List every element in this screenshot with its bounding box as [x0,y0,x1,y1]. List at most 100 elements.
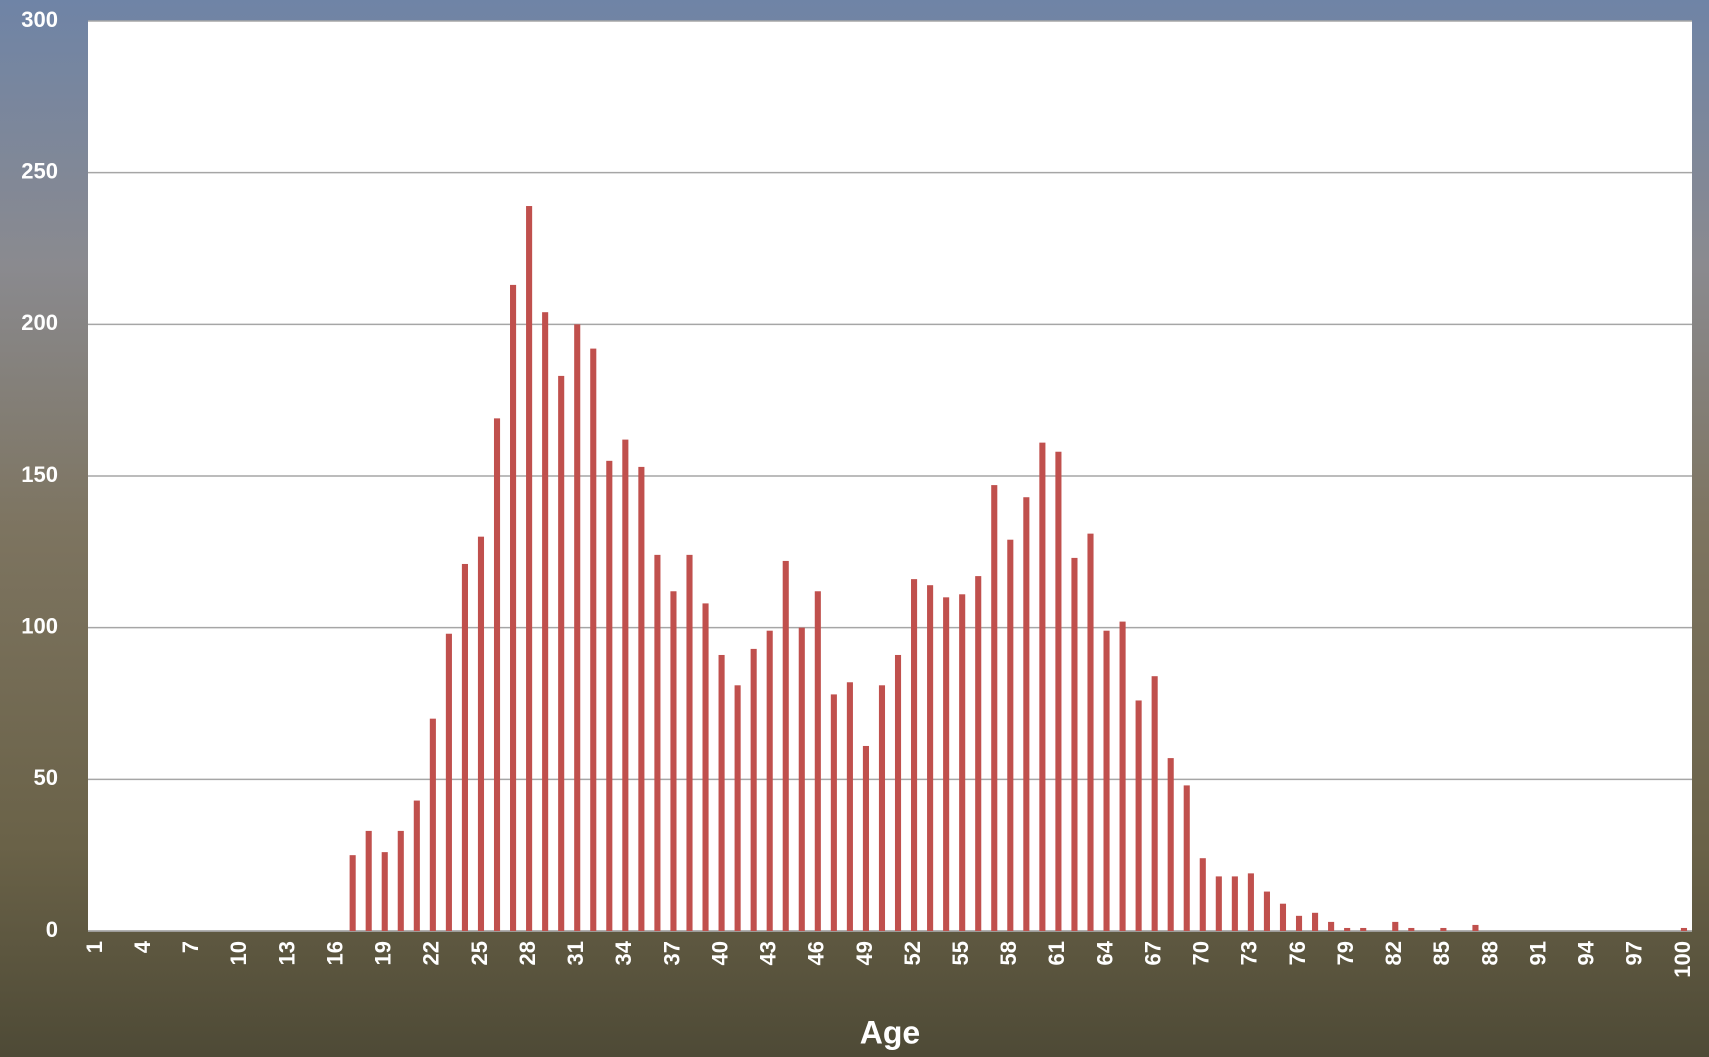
bar [798,627,805,931]
bar [1055,451,1062,931]
x-tick-label: 37 [659,941,684,965]
bar [1231,876,1238,931]
x-tick-label: 25 [467,941,492,965]
bar [606,460,613,931]
bar [429,718,436,931]
bar [1360,927,1367,931]
x-tick-label: 40 [707,941,732,965]
x-tick-label: 22 [419,941,444,965]
bar [1119,621,1126,931]
bar [1312,912,1319,931]
bar [1472,924,1479,931]
bar [461,563,468,931]
bar [927,585,934,931]
x-tick-label: 79 [1333,941,1358,965]
x-tick-label: 52 [900,941,925,965]
bar [1167,758,1174,931]
bar [1440,927,1447,931]
x-tick-label: 67 [1140,941,1165,965]
bar [1007,539,1014,931]
bar [894,654,902,931]
bar [991,485,998,931]
y-tick-label: 50 [34,765,58,790]
x-tick-label: 10 [226,941,251,965]
bar [911,579,918,931]
x-tick-label: 16 [322,941,347,965]
x-tick-label: 70 [1189,941,1214,965]
x-tick-label: 64 [1092,940,1117,965]
x-tick-label: 31 [563,941,588,965]
x-tick-label: 91 [1525,941,1550,965]
y-tick-label: 100 [21,613,58,638]
bar [782,560,789,931]
x-tick-label: 19 [371,941,396,965]
bar [862,745,869,931]
bar [1680,927,1688,931]
bar [558,375,565,931]
bar [1199,858,1206,931]
x-tick-label: 61 [1044,941,1069,965]
bar [1295,915,1303,931]
bar [878,685,886,931]
bar [1215,876,1222,931]
y-tick-label: 0 [46,917,58,942]
bar [1344,927,1351,931]
bar [1263,891,1270,931]
bar [718,654,725,931]
x-tick-label: 82 [1381,941,1406,965]
bar [526,206,533,932]
bar [590,348,597,932]
bar [638,466,645,931]
bar [1392,921,1399,931]
x-tick-label: 94 [1574,940,1599,965]
bar [1039,442,1046,931]
x-tick-label: 1 [82,941,107,953]
bar [1247,873,1254,931]
x-tick-label: 43 [756,941,781,965]
y-tick-label: 150 [21,462,58,487]
x-tick-label: 55 [948,941,973,965]
bar [766,630,773,931]
bar [1183,785,1190,931]
x-tick-label: 85 [1429,941,1454,965]
bar [1151,676,1158,931]
y-tick-label: 300 [21,7,58,32]
bar [1408,927,1415,931]
bar [830,694,837,931]
x-tick-label: 76 [1285,941,1310,965]
x-tick-label: 100 [1670,941,1695,978]
bar [445,633,452,931]
y-tick-label: 200 [21,310,58,335]
bar [510,284,517,931]
bar [734,685,741,931]
x-axis-title: Age [860,1014,920,1050]
bar [349,855,356,931]
bar [814,591,821,931]
x-tick-label: 13 [274,941,299,965]
bar [622,439,629,931]
x-tick-label: 73 [1237,941,1262,965]
x-tick-label: 46 [804,941,829,965]
bar [1023,497,1030,931]
bar [846,682,853,931]
bar [654,554,661,931]
x-tick-label: 4 [130,940,155,953]
bar [750,648,757,931]
bar [975,576,982,931]
bar [397,830,404,931]
bar [574,324,581,931]
bar [1071,557,1078,931]
x-tick-label: 7 [178,941,203,953]
bar [365,830,372,931]
bar [1103,630,1110,931]
x-tick-label: 97 [1622,941,1647,965]
bar [477,536,485,931]
bar [686,554,693,931]
bar [959,594,966,931]
bar [1087,533,1094,931]
bar [413,800,420,931]
bar [542,312,549,931]
bar [702,603,709,931]
